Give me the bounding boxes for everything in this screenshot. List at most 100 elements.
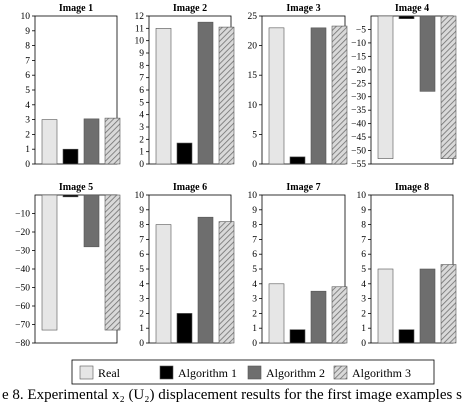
y-tick-label: 3: [139, 295, 144, 305]
y-tick-label: 4: [25, 101, 30, 111]
legend-swatch: [159, 365, 174, 380]
y-tick-label: 8: [25, 42, 30, 52]
y-tick-label: 0: [252, 339, 257, 349]
y-tick-label: 2: [361, 309, 366, 319]
bar-algorithm-2: [419, 268, 436, 344]
y-tick-label: 7: [361, 235, 366, 245]
y-tick-label: −30: [351, 93, 366, 103]
panel-title: Image 1: [59, 3, 93, 14]
y-tick-label: −55: [351, 160, 366, 170]
bar-real: [268, 27, 285, 165]
panel-title: Image 7: [286, 182, 320, 193]
bar-algorithm-1: [398, 15, 415, 19]
y-tick-label: 0: [252, 160, 257, 170]
y-tick-label: 4: [361, 280, 366, 290]
y-tick-label: 9: [139, 49, 144, 59]
bar-real: [41, 119, 58, 165]
y-tick-label: −60: [15, 302, 30, 312]
legend-label: Algorithm 1: [178, 366, 237, 380]
y-tick-label: 5: [361, 265, 366, 275]
y-tick-label: 1: [25, 145, 30, 155]
y-tick-label: 10: [248, 101, 258, 111]
y-tick-label: 7: [139, 235, 144, 245]
y-tick-label: −10: [15, 210, 30, 220]
y-tick-label: 20: [248, 42, 258, 52]
y-tick-label: 9: [252, 206, 257, 216]
panel-title: Image 6: [173, 182, 207, 193]
y-tick-label: 1: [139, 324, 144, 334]
y-tick-label: 10: [357, 191, 367, 201]
y-tick-label: 0: [139, 339, 144, 349]
bar-algorithm-3: [218, 26, 235, 165]
y-tick-label: 4: [139, 111, 144, 121]
y-tick-label: 1: [361, 324, 366, 334]
y-tick-label: 7: [252, 235, 257, 245]
bar-algorithm-1: [289, 329, 306, 344]
bar-algorithm-3: [440, 15, 457, 159]
bar-algorithm-1: [176, 313, 193, 344]
y-tick-label: 3: [139, 123, 144, 133]
y-tick-label: 7: [139, 74, 144, 84]
y-tick-label: 0: [361, 339, 366, 349]
bar-real: [377, 268, 394, 344]
y-tick-label: 10: [248, 191, 258, 201]
bar-algorithm-2: [197, 21, 214, 165]
y-tick-label: 12: [135, 12, 145, 22]
y-tick-label: 11: [135, 24, 144, 34]
y-tick-label: −40: [351, 120, 366, 130]
y-tick-label: 2: [25, 130, 30, 140]
y-tick-label: −45: [351, 133, 366, 143]
y-tick-label: 5: [139, 265, 144, 275]
bar-algorithm-3: [104, 117, 121, 165]
chart-panel-4: Image 4 −5 −10 −15 −20 −25 −30 −35 −40 −45 −50 −55: [351, 3, 457, 170]
bar-algorithm-2: [197, 216, 214, 344]
y-tick-label: −50: [15, 284, 30, 294]
legend-label: Real: [98, 366, 121, 380]
bar-real: [41, 194, 58, 331]
chart-panel-8: Image 8 0 1 2 3 4 5 6 7 8 9 10: [357, 182, 457, 349]
legend-swatch: [247, 365, 262, 380]
y-tick-label: 8: [139, 221, 144, 231]
panel-title: Image 4: [395, 3, 429, 14]
bar-algorithm-3: [331, 25, 348, 165]
bar-algorithm-1: [62, 194, 79, 198]
bar-algorithm-3: [440, 264, 457, 344]
bar-real: [268, 283, 285, 344]
y-tick-label: 9: [25, 27, 30, 37]
y-tick-label: 1: [252, 324, 257, 334]
y-tick-label: 5: [139, 98, 144, 108]
y-tick-label: 10: [135, 37, 145, 47]
y-tick-label: −50: [351, 147, 366, 157]
bar-algorithm-2: [83, 118, 100, 165]
y-tick-label: 9: [139, 206, 144, 216]
legend-swatch: [79, 365, 94, 380]
bar-algorithm-2: [419, 15, 436, 92]
y-tick-label: 5: [252, 130, 257, 140]
y-tick-label: −30: [15, 247, 30, 257]
bar-real: [155, 28, 172, 165]
y-tick-label: 3: [361, 295, 366, 305]
y-tick-label: 6: [361, 250, 366, 260]
y-tick-label: 5: [25, 86, 30, 96]
bar-algorithm-2: [310, 27, 327, 165]
y-tick-label: 6: [139, 250, 144, 260]
legend-swatch: [333, 365, 348, 380]
y-tick-label: 5: [252, 265, 257, 275]
y-tick-label: 2: [139, 135, 144, 145]
y-tick-label: −25: [351, 79, 366, 89]
y-tick-label: 3: [252, 295, 257, 305]
panel-title: Image 5: [59, 182, 93, 193]
y-tick-label: −40: [15, 265, 30, 275]
y-tick-label: −70: [15, 321, 30, 331]
y-tick-label: −15: [351, 52, 366, 62]
chart-panel-3: Image 3 0 5 10 15 20 25: [248, 3, 348, 170]
legend: Real Algorithm 1 Algorithm 2 Algorithm 3: [71, 359, 435, 385]
y-tick-label: 6: [25, 71, 30, 81]
bar-algorithm-3: [104, 194, 121, 331]
y-tick-label: 2: [139, 309, 144, 319]
figure-caption: e 8. Experimental x₂ (U₂) displacement r…: [2, 387, 462, 402]
y-tick-label: 1: [139, 148, 144, 158]
y-tick-label: 6: [252, 250, 257, 260]
